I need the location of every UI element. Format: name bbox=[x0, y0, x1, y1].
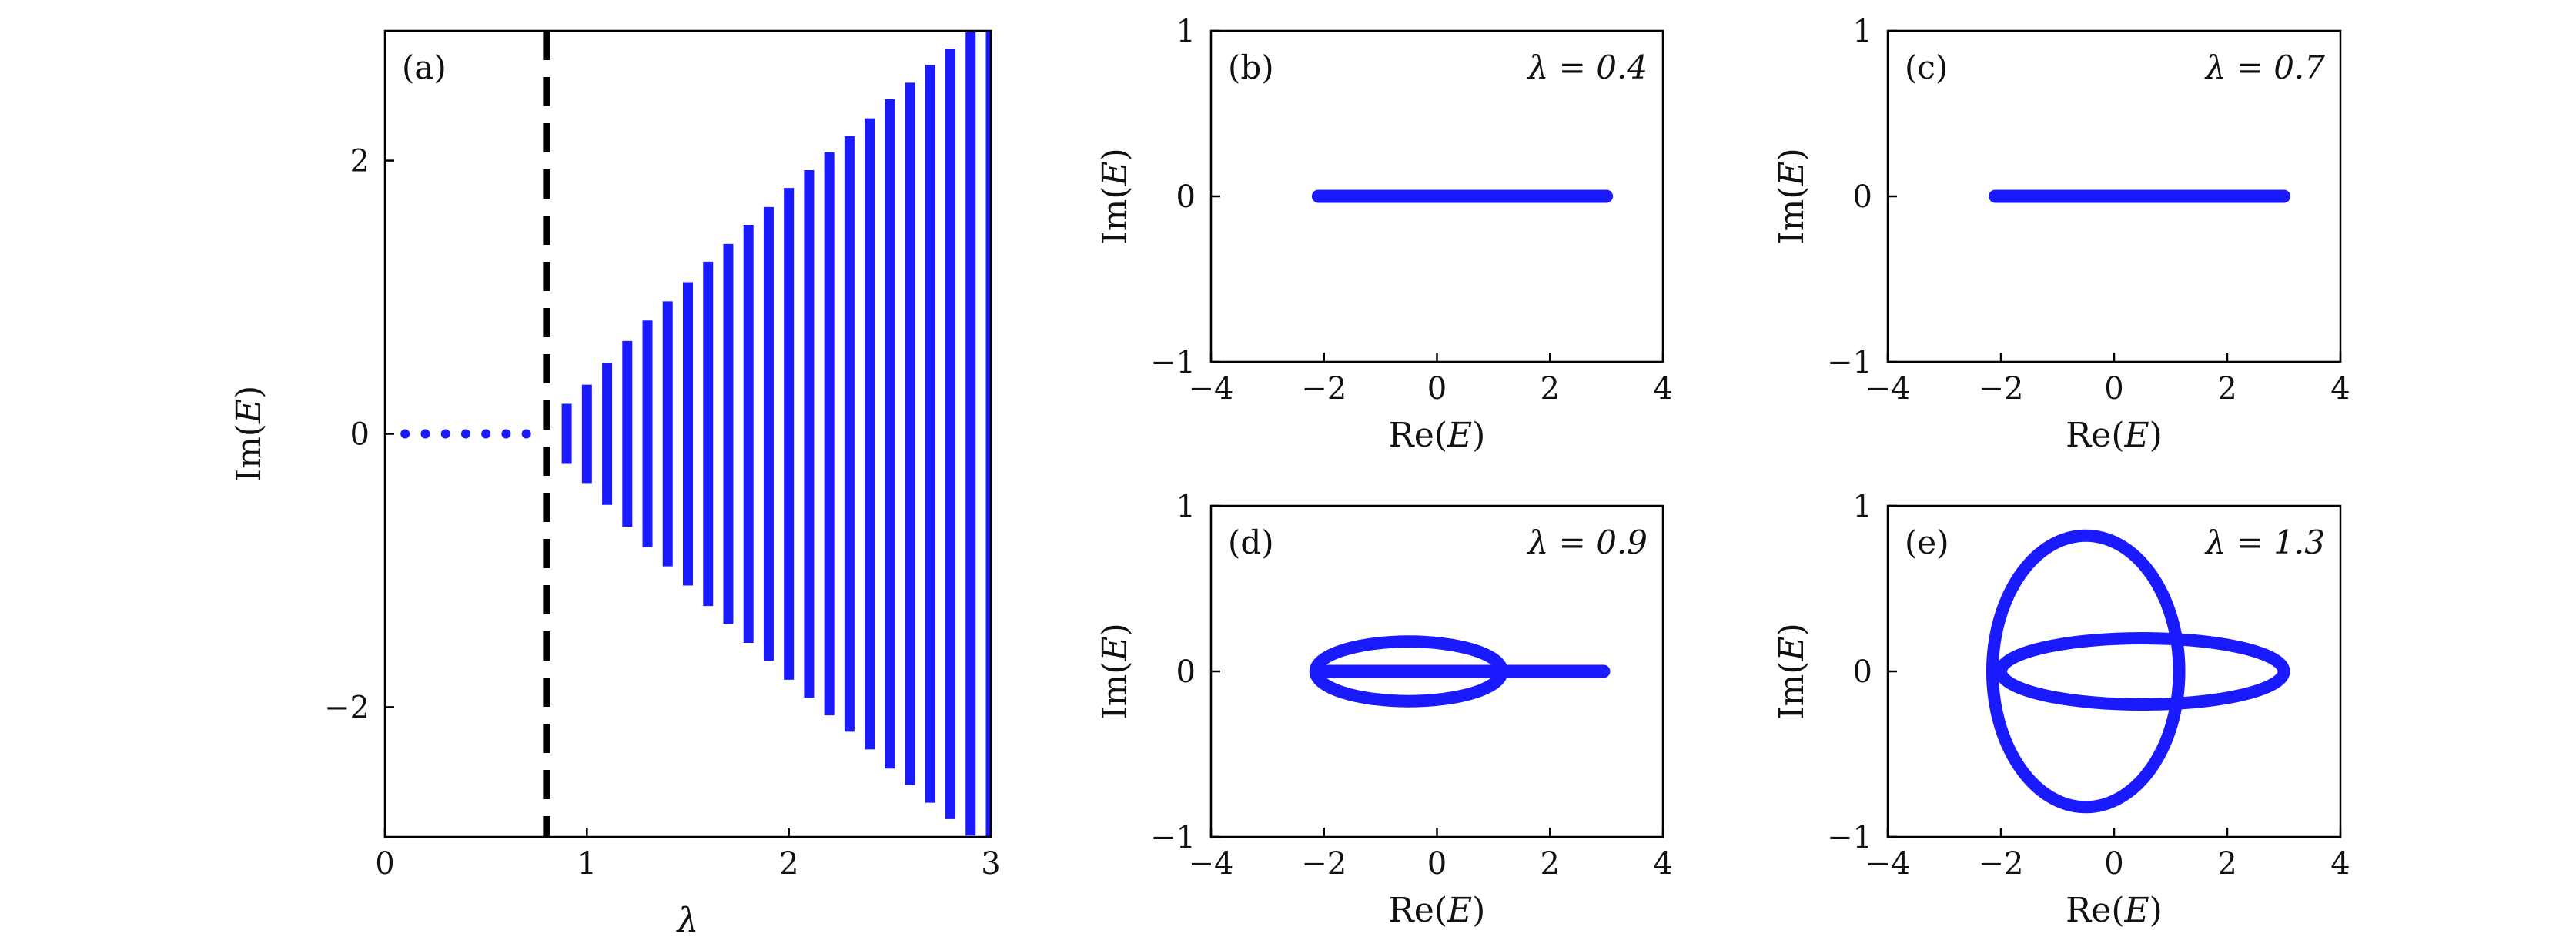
x-tick-label: 4 bbox=[1653, 371, 1672, 407]
chart-panel-4: −4 −2 0 2 4 −1 0 1 Re(E) Im(E) (d) λ = 0.9 bbox=[1096, 489, 1673, 930]
chart-panel-1: 0 1 2 3 −2 0 2 λ Im(E) (a) bbox=[229, 29, 1001, 940]
y-tick-label: 0 bbox=[1853, 654, 1872, 690]
x-tick-label: 0 bbox=[375, 846, 394, 882]
lambda-annotation: λ = 0.7 bbox=[2204, 49, 2326, 86]
y-axis-label: Im(E) bbox=[229, 386, 269, 483]
x-tick-label: 2 bbox=[2217, 371, 2236, 407]
data-point-real bbox=[400, 429, 410, 439]
x-tick-label: −4 bbox=[1865, 846, 1911, 882]
panel-tag: (e) bbox=[1905, 524, 1949, 561]
y-axis-label: Im(E) bbox=[1772, 148, 1812, 245]
x-tick-label: 4 bbox=[2330, 846, 2350, 882]
data-point-real bbox=[460, 429, 470, 439]
y-axis-label: Im(E) bbox=[1096, 623, 1135, 720]
x-tick-label: 2 bbox=[779, 846, 798, 882]
data-layer bbox=[1986, 529, 2290, 814]
y-tick-label: 0 bbox=[1176, 179, 1196, 215]
y-tick-label: 1 bbox=[1853, 14, 1872, 49]
data-ellipse bbox=[1995, 632, 2290, 711]
data-point-real bbox=[521, 429, 531, 439]
x-tick-label: 0 bbox=[1427, 371, 1447, 407]
x-tick-label: 0 bbox=[2104, 846, 2123, 882]
data-point-real bbox=[501, 429, 511, 439]
x-axis-label: λ bbox=[676, 901, 699, 940]
data-point-real bbox=[420, 429, 430, 439]
y-tick-label: −1 bbox=[1827, 820, 1872, 855]
y-tick-label: 1 bbox=[1853, 489, 1872, 524]
x-axis-label: Re(E) bbox=[1389, 891, 1486, 930]
x-tick-label: 0 bbox=[2104, 371, 2123, 407]
y-tick-label: −1 bbox=[1827, 345, 1872, 380]
x-tick-label: 2 bbox=[1541, 846, 1560, 882]
x-tick-label: 3 bbox=[981, 846, 1000, 882]
data-layer bbox=[1309, 635, 1611, 708]
x-tick-label: 1 bbox=[577, 846, 597, 882]
x-tick-label: 4 bbox=[2330, 371, 2350, 407]
chart-panel-5: −4 −2 0 2 4 −1 0 1 Re(E) Im(E) (e) λ = 1.3 bbox=[1772, 489, 2350, 930]
lambda-annotation: λ = 0.9 bbox=[1527, 524, 1648, 561]
x-tick-label: −4 bbox=[1189, 371, 1234, 407]
x-tick-label: −4 bbox=[1189, 846, 1234, 882]
y-tick-label: −1 bbox=[1150, 345, 1196, 380]
x-tick-label: 2 bbox=[2217, 846, 2236, 882]
data-point-real bbox=[440, 429, 450, 439]
panel-tag: (b) bbox=[1228, 49, 1274, 86]
y-axis-label: Im(E) bbox=[1096, 148, 1135, 245]
x-axis-label: Re(E) bbox=[1389, 416, 1486, 455]
y-tick-label: 0 bbox=[1853, 179, 1872, 215]
panel-tag: (c) bbox=[1905, 49, 1948, 86]
data-point-real bbox=[481, 429, 491, 439]
x-tick-label: −2 bbox=[1979, 371, 2024, 407]
x-tick-label: 4 bbox=[1653, 846, 1672, 882]
y-tick-label: 2 bbox=[350, 144, 370, 179]
x-tick-label: −4 bbox=[1865, 371, 1911, 407]
y-tick-label: 1 bbox=[1176, 14, 1196, 49]
x-tick-label: −2 bbox=[1979, 846, 2024, 882]
chart-panel-3: −4 −2 0 2 4 −1 0 1 Re(E) Im(E) (c) λ = 0.7 bbox=[1772, 14, 2350, 455]
x-tick-label: −2 bbox=[1301, 371, 1347, 407]
lambda-annotation: λ = 1.3 bbox=[2204, 524, 2325, 561]
y-tick-label: 1 bbox=[1176, 489, 1196, 524]
data-layer bbox=[400, 31, 991, 837]
panel-tag: (a) bbox=[402, 49, 447, 86]
x-axis-label: Re(E) bbox=[2066, 416, 2163, 455]
y-tick-label: 0 bbox=[350, 417, 370, 453]
y-tick-label: −2 bbox=[324, 690, 370, 725]
chart-panel-2: −4 −2 0 2 4 −1 0 1 Re(E) Im(E) (b) λ = 0.4 bbox=[1096, 14, 1673, 455]
x-tick-label: 0 bbox=[1427, 846, 1447, 882]
x-tick-label: −2 bbox=[1301, 846, 1347, 882]
y-tick-label: −1 bbox=[1150, 820, 1196, 855]
y-tick-label: 0 bbox=[1176, 654, 1196, 690]
panel-tag: (d) bbox=[1228, 524, 1274, 561]
x-tick-label: 2 bbox=[1541, 371, 1560, 407]
lambda-annotation: λ = 0.4 bbox=[1527, 49, 1648, 86]
x-axis-label: Re(E) bbox=[2066, 891, 2163, 930]
data-ellipse bbox=[1986, 529, 2186, 814]
y-axis-label: Im(E) bbox=[1772, 623, 1812, 720]
